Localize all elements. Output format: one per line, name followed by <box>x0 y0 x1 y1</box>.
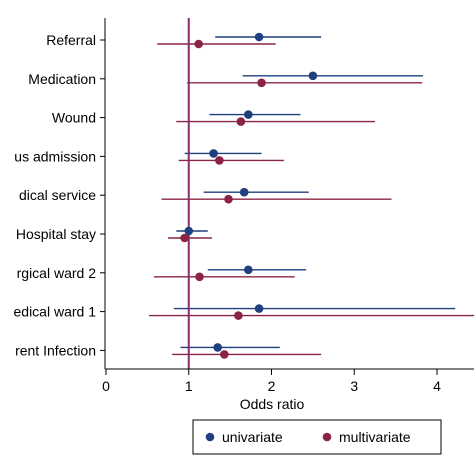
x-axis: 0 1 2 3 4 <box>102 368 474 394</box>
univariate-point <box>308 71 318 81</box>
multivariate-point <box>194 39 203 49</box>
multivariate-point <box>234 311 243 320</box>
univariate-point <box>244 110 253 119</box>
univariate-legend-marker <box>205 432 215 442</box>
multivariate-point <box>220 350 229 359</box>
multivariate-point <box>257 78 266 88</box>
univariate-point <box>209 149 218 158</box>
plot-background <box>105 18 474 369</box>
category-label: Hospital stay <box>16 226 96 242</box>
x-tick-label: 3 <box>350 378 358 394</box>
category-label: Medication <box>28 71 96 87</box>
univariate-point <box>239 187 249 197</box>
category-label: Wound <box>52 110 96 126</box>
category-labels: Referral Medication Wound us admission dical… <box>14 32 105 358</box>
legend-label: univariate <box>222 429 283 445</box>
x-tick-label: 4 <box>433 378 441 394</box>
multivariate-point <box>224 194 233 204</box>
legend-label: multivariate <box>339 429 411 445</box>
category-label: Referral <box>46 32 96 48</box>
multivariate-point <box>195 272 204 282</box>
category-label: dical service <box>19 187 96 203</box>
multivariate-point <box>236 117 246 126</box>
x-tick-label: 0 <box>102 378 110 394</box>
x-tick-label: 1 <box>185 378 193 394</box>
point-estimates <box>180 32 318 359</box>
category-label: edical ward 1 <box>14 304 97 320</box>
multivariate-legend-marker <box>322 432 332 442</box>
multivariate-point <box>215 156 224 165</box>
plot-area <box>104 18 474 369</box>
category-label: us admission <box>14 148 96 164</box>
x-axis-label: Odds ratio <box>240 396 305 412</box>
category-label: rgical ward 2 <box>17 265 97 281</box>
univariate-point <box>254 304 264 313</box>
legend-box <box>192 419 442 455</box>
confidence-intervals <box>149 36 474 356</box>
univariate-point <box>244 265 253 275</box>
multivariate-point <box>180 233 189 243</box>
univariate-point <box>254 32 264 42</box>
univariate-point <box>184 226 194 236</box>
univariate-point <box>213 343 223 352</box>
x-tick-label: 2 <box>268 378 276 394</box>
legend: univariate multivariate <box>192 419 442 455</box>
category-label: rent Infection <box>15 342 96 358</box>
